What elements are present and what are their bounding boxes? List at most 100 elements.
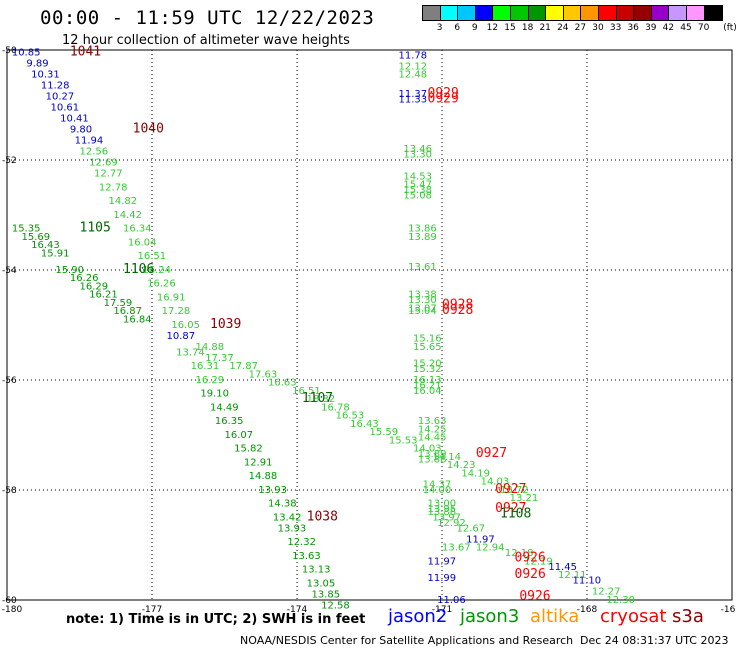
satellite-s3a: s3a <box>672 606 704 627</box>
altimeter-tracks: 10.859.8910.3111.2810.2710.6110.419.8011… <box>12 48 635 612</box>
wave-height-value: 11.97 <box>466 534 495 545</box>
pass-number-label: 1038 <box>307 509 338 524</box>
legend-swatch <box>493 6 511 20</box>
lat-tick-label: -54 <box>2 266 17 276</box>
wave-height-value: 12.69 <box>89 158 118 169</box>
legend-tick: 12 <box>486 23 499 33</box>
wave-height-value: 16.29 <box>80 281 109 292</box>
lon-tick-label: -177 <box>142 605 162 615</box>
wave-height-value: 10.31 <box>31 70 60 81</box>
wave-height-value: 15.08 <box>403 191 432 202</box>
legend-swatch <box>581 6 599 20</box>
wave-height-value: 15.32 <box>413 364 442 375</box>
wave-height-value: 13.42 <box>273 512 302 523</box>
lat-tick-label: -56 <box>2 376 17 386</box>
wave-height-value: 13.63 <box>418 416 447 427</box>
pass-number-label: 0929 <box>428 86 459 101</box>
wave-height-value: 16.29 <box>196 375 225 386</box>
wave-height-value: 12.18 <box>505 548 534 559</box>
legend-swatch <box>546 6 564 20</box>
wave-height-value: 15.90 <box>55 265 84 276</box>
legend-tick: 6 <box>454 23 461 33</box>
legend-swatch <box>528 6 547 20</box>
wave-height-value: 14.00 <box>423 485 452 496</box>
wave-height-value: 15.38 <box>403 185 432 196</box>
wave-height-value: 12.19 <box>524 556 553 567</box>
wave-height-value: 10.61 <box>51 103 80 114</box>
wave-height-value: 11.10 <box>573 576 602 587</box>
pass-number-label: 0928 <box>442 298 473 313</box>
pass-number-label: 1106 <box>123 262 154 277</box>
wave-height-value: 13.67 <box>442 543 471 554</box>
wave-height-value: 13.61 <box>408 262 437 273</box>
wave-height-value: 16.91 <box>157 292 186 303</box>
lon-tick-label: -180 <box>2 605 23 615</box>
pass-number-label: 1041 <box>70 45 101 60</box>
wave-height-value: 17.28 <box>162 306 191 317</box>
wave-height-value: 11.94 <box>75 136 104 147</box>
lon-tick-label: -16 <box>721 605 736 615</box>
wave-height-value: 14.37 <box>423 479 452 490</box>
wave-height-value: 16.24 <box>142 265 171 276</box>
wave-height-value: 11.78 <box>399 50 428 61</box>
legend-tick: 36 <box>627 23 639 33</box>
wave-height-value: 13.88 <box>418 455 447 466</box>
wave-height-value: 13.63 <box>292 551 321 562</box>
wave-height-value: 13.93 <box>278 523 307 534</box>
legend-tick: 27 <box>574 23 587 33</box>
wave-height-value: 14.42 <box>113 210 142 221</box>
wave-height-value: 17.59 <box>104 298 133 309</box>
wave-height-value: 12.11 <box>558 570 587 581</box>
legend-swatch <box>634 6 652 20</box>
wave-height-value: 15.35 <box>12 224 41 235</box>
wave-height-value: 15.82 <box>234 444 263 455</box>
wave-height-value: 11.28 <box>41 81 70 92</box>
color-legend: 3 6 9 12 15 18 21 24 27 30 33 36 39 42 45 70 (ft) <box>422 5 737 35</box>
wave-height-value: 14.19 <box>461 468 490 479</box>
legend-swatch <box>651 6 670 20</box>
legend-swatch <box>616 6 635 20</box>
wave-height-value: 12.32 <box>287 537 316 548</box>
wave-height-value: 14.82 <box>109 196 138 207</box>
wave-height-value: 17.63 <box>249 369 278 380</box>
wave-height-value: 13.30 <box>408 295 437 306</box>
wave-height-value: 13.88 <box>428 507 457 518</box>
track-cryosat-1041: 10.859.8910.3111.2810.2710.6110.419.8011… <box>12 48 103 147</box>
wave-height-value: 12.78 <box>99 182 128 193</box>
wave-height-value: 16.13 <box>413 375 442 386</box>
lat-tick-label: -50 <box>2 46 17 56</box>
wave-height-value: 16.35 <box>215 416 244 427</box>
axis-labels: -180 -177 -174 -171 -168 -16 -50 -52 -54 -56 -58 -6… <box>2 46 736 615</box>
wave-height-value: 15.65 <box>413 342 442 353</box>
wave-height-value: 14.23 <box>447 460 476 471</box>
satellite-jason2: jason2 <box>388 606 448 627</box>
wave-height-value: 11.06 <box>437 595 466 606</box>
pass-number-label: 0928 <box>442 303 473 318</box>
wave-height-value: 13.38 <box>408 290 437 301</box>
wave-height-value: 14.25 <box>418 424 447 435</box>
wave-height-value: 16.34 <box>123 224 152 235</box>
wave-height-value: 13.21 <box>510 493 539 504</box>
wave-height-value: 14.88 <box>196 342 225 353</box>
footer-note: note: 1) Time is in UTC; 2) SWH is in fe… <box>66 612 366 627</box>
pass-number-label: 1105 <box>80 221 111 236</box>
satellite-jason3: jason3 <box>460 606 520 627</box>
wave-height-value: 16.43 <box>350 419 379 430</box>
legend-swatch <box>510 6 529 20</box>
lat-tick-label: -60 <box>2 596 17 606</box>
wave-height-value: 13.86 <box>408 224 437 235</box>
wave-height-value: 11.97 <box>428 556 457 567</box>
legend-swatch <box>686 6 705 20</box>
wave-height-value: 15.69 <box>22 232 51 243</box>
wave-height-value: 13.85 <box>312 589 341 600</box>
wave-height-value: 11.33 <box>399 94 428 105</box>
wave-height-value: 16.05 <box>171 320 200 331</box>
wave-height-value: 18.32 <box>307 394 336 405</box>
legend-swatch <box>704 6 723 20</box>
wave-height-value: 12.91 <box>244 457 273 468</box>
